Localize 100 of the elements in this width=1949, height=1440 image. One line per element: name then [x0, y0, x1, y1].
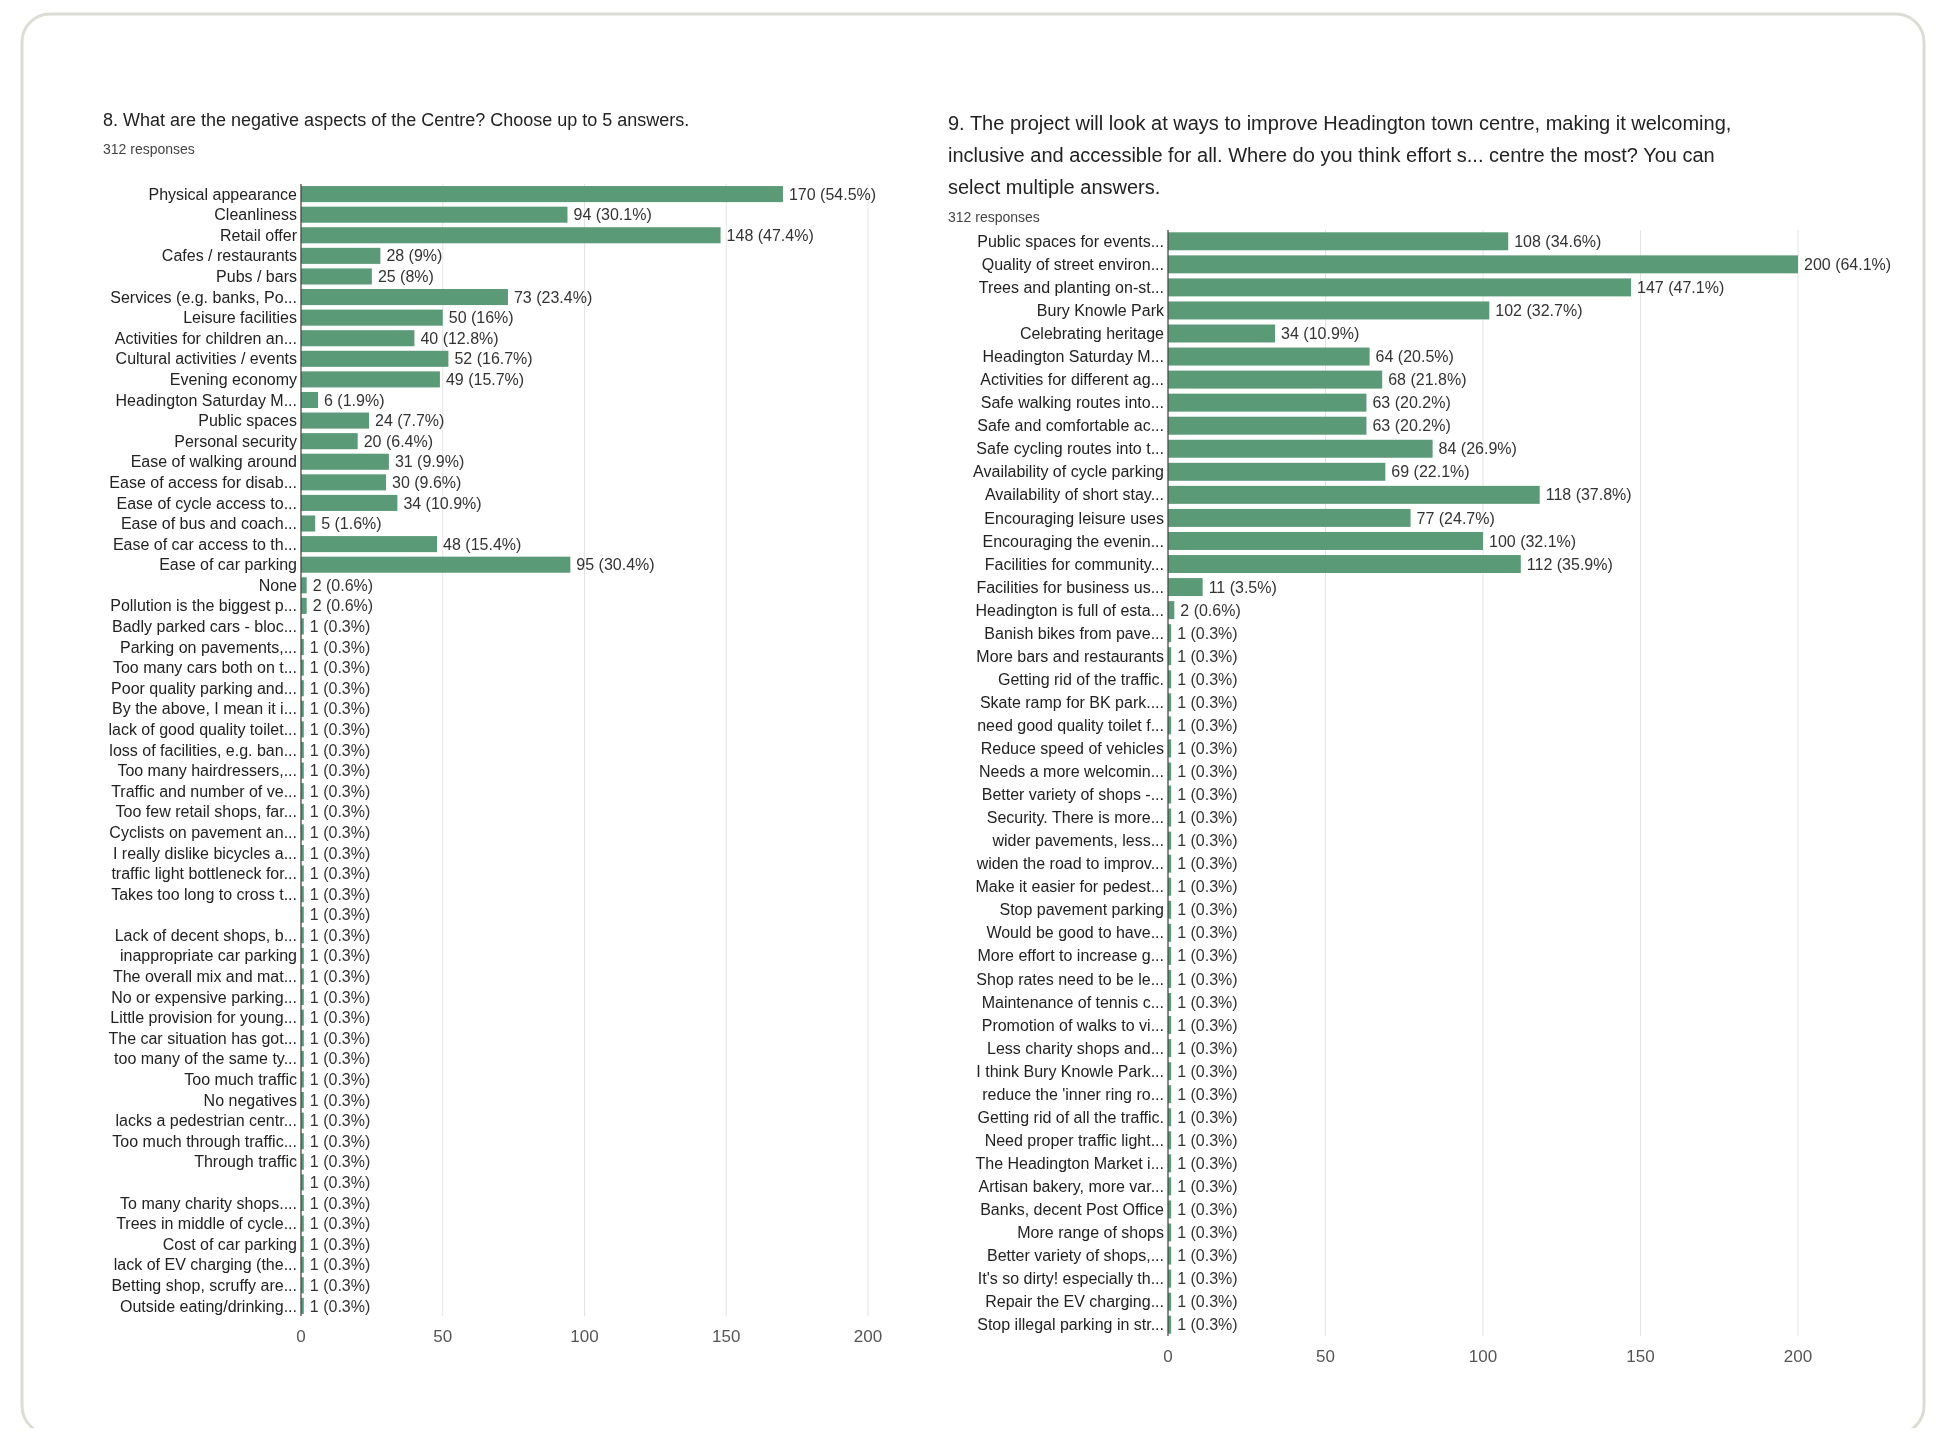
data-label: 1 (0.3%)	[309, 947, 371, 965]
y-tick-label: too many of the same ty...	[114, 1050, 297, 1068]
data-label: 1 (0.3%)	[1177, 1201, 1238, 1219]
data-label: 1 (0.3%)	[309, 926, 371, 944]
x-tick-label: 50	[1316, 1347, 1335, 1366]
y-tick-label: Badly parked cars - bloc...	[112, 618, 297, 636]
data-label: 1 (0.3%)	[309, 1153, 371, 1171]
y-tick-label: Getting rid of all the traffic.	[977, 1108, 1164, 1126]
y-tick-label: Too much through traffic...	[112, 1132, 297, 1150]
y-tick-label: Safe and comfortable ac...	[977, 417, 1164, 435]
data-label: 1 (0.3%)	[309, 1132, 371, 1150]
bar	[301, 206, 568, 223]
x-tick-label: 200	[853, 1327, 883, 1346]
data-label: 95 (30.4%)	[576, 556, 655, 574]
y-tick-label: Facilities for community...	[984, 555, 1164, 573]
bar	[1168, 416, 1367, 435]
bar	[301, 268, 372, 285]
y-tick-label: Encouraging leisure uses	[984, 509, 1164, 527]
y-tick-label: Repair the EV charging...	[985, 1293, 1164, 1311]
x-tick-label: 50	[433, 1327, 453, 1346]
data-label: 147 (47.1%)	[1637, 279, 1725, 296]
y-tick-label: Trees in middle of cycle...	[116, 1215, 297, 1233]
y-tick-label: Promotion of walks to vi...	[981, 1016, 1164, 1034]
data-label: 6 (1.9%)	[324, 391, 385, 409]
y-tick-label: Services (e.g. banks, Po...	[110, 288, 297, 306]
bar	[301, 371, 440, 388]
y-tick-label: Make it easier for pedest...	[975, 878, 1164, 896]
data-label: 148 (47.4%)	[726, 226, 814, 244]
data-label: 1 (0.3%)	[309, 803, 371, 821]
bar	[1168, 370, 1383, 389]
y-tick-label: Security. There is more...	[986, 809, 1164, 827]
data-label: 28 (9%)	[386, 247, 443, 265]
bar	[1168, 485, 1540, 504]
y-tick-label: It's so dirty! especially th...	[977, 1270, 1164, 1288]
y-tick-label: traffic light bottleneck for...	[111, 865, 297, 883]
bar	[1168, 439, 1433, 458]
bar	[1168, 278, 1632, 297]
data-label: 1 (0.3%)	[309, 1215, 371, 1233]
data-label: 1 (0.3%)	[309, 1194, 371, 1212]
bar	[301, 227, 721, 244]
data-label: 34 (10.9%)	[403, 494, 482, 512]
bar	[301, 309, 443, 326]
y-tick-label: Better variety of shops -...	[981, 786, 1164, 804]
y-tick-label: The overall mix and mat...	[112, 968, 297, 986]
y-tick-label: The Headington Market i...	[975, 1154, 1164, 1172]
bar	[301, 412, 370, 429]
bar	[301, 536, 438, 553]
data-label: 24 (7.7%)	[375, 412, 445, 430]
y-tick-label: Quality of street environ...	[981, 255, 1164, 273]
bar	[301, 330, 415, 347]
y-tick-label: Stop illegal parking in str...	[977, 1316, 1164, 1334]
y-tick-label: No or expensive parking...	[111, 988, 297, 1006]
bar	[301, 515, 316, 532]
bar	[1168, 393, 1367, 412]
data-label: 1 (0.3%)	[309, 1029, 371, 1047]
x-tick-label: 0	[296, 1327, 306, 1346]
data-label: 1 (0.3%)	[1177, 763, 1238, 781]
bar	[1168, 301, 1490, 320]
data-label: 1 (0.3%)	[1177, 1131, 1238, 1149]
data-label: 1 (0.3%)	[1177, 740, 1238, 758]
y-tick-label: Facilities for business us...	[976, 578, 1164, 596]
bar	[301, 247, 381, 264]
bar	[301, 474, 387, 491]
data-label: 40 (12.8%)	[420, 329, 499, 347]
data-label: 1 (0.3%)	[309, 721, 371, 739]
data-label: 1 (0.3%)	[309, 988, 371, 1006]
y-tick-label: Cleanliness	[214, 206, 297, 224]
y-tick-label: inappropriate car parking	[120, 947, 297, 965]
bar	[301, 494, 398, 511]
data-label: 1 (0.3%)	[1177, 786, 1238, 804]
y-tick-label: I think Bury Knowle Park...	[976, 1062, 1164, 1080]
data-label: 1 (0.3%)	[309, 1071, 371, 1089]
data-label: 68 (21.8%)	[1388, 371, 1467, 389]
data-label: 1 (0.3%)	[309, 1112, 371, 1130]
y-tick-label: Headington is full of esta...	[975, 601, 1164, 619]
y-tick-label: Public spaces	[198, 412, 297, 430]
y-tick-label: Banks, decent Post Office	[980, 1201, 1165, 1219]
y-tick-label: Maintenance of tennis c...	[981, 993, 1164, 1011]
data-label: 1 (0.3%)	[1177, 809, 1238, 827]
y-tick-label: The car situation has got...	[108, 1029, 297, 1047]
y-tick-label: More range of shops	[1017, 1224, 1164, 1242]
y-tick-label: Ease of car access to th...	[112, 535, 297, 553]
y-tick-label: Bury Knowle Park	[1036, 302, 1165, 320]
y-tick-label: To many charity shops....	[120, 1194, 297, 1212]
y-tick-label: Headington Saturday M...	[115, 391, 297, 409]
bar	[1168, 255, 1798, 274]
y-tick-label: Skate ramp for BK park....	[979, 693, 1164, 711]
data-label: 1 (0.3%)	[1177, 1154, 1238, 1172]
bar	[301, 350, 449, 367]
data-label: 112 (35.9%)	[1526, 555, 1613, 573]
data-label: 1 (0.3%)	[309, 618, 371, 636]
y-tick-label: Ease of bus and coach...	[120, 515, 297, 533]
y-tick-label: Reduce speed of vehicles	[980, 740, 1164, 758]
y-tick-label: Too few retail shops, far...	[115, 803, 297, 821]
data-label: 1 (0.3%)	[309, 1235, 371, 1253]
y-tick-label: Evening economy	[169, 370, 297, 388]
bar	[301, 391, 319, 409]
y-tick-label: lack of EV charging (the...	[113, 1256, 297, 1274]
data-label: 1 (0.3%)	[309, 659, 371, 677]
y-tick-label: Lack of decent shops, b...	[114, 926, 297, 944]
